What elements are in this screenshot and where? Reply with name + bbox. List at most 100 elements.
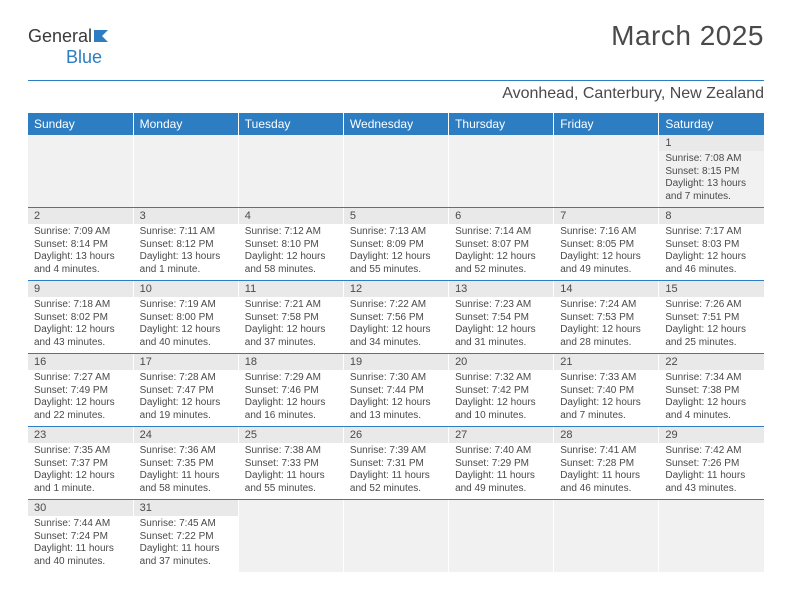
week-row: 23Sunrise: 7:35 AMSunset: 7:37 PMDayligh… (28, 427, 764, 500)
day-cell: 18Sunrise: 7:29 AMSunset: 7:46 PMDayligh… (238, 354, 343, 427)
week-row: 30Sunrise: 7:44 AMSunset: 7:24 PMDayligh… (28, 500, 764, 573)
day-details: Sunrise: 7:28 AMSunset: 7:47 PMDaylight:… (134, 370, 238, 426)
logo-general: General (28, 26, 92, 46)
day-details: Sunrise: 7:14 AMSunset: 8:07 PMDaylight:… (449, 224, 553, 280)
day-details: Sunrise: 7:40 AMSunset: 7:29 PMDaylight:… (449, 443, 553, 499)
flag-icon (94, 26, 112, 47)
day-number: 4 (239, 208, 343, 224)
empty-cell (659, 500, 764, 573)
day-cell: 13Sunrise: 7:23 AMSunset: 7:54 PMDayligh… (449, 281, 554, 354)
empty-cell (133, 135, 238, 208)
day-details: Sunrise: 7:22 AMSunset: 7:56 PMDaylight:… (344, 297, 448, 353)
day-cell: 6Sunrise: 7:14 AMSunset: 8:07 PMDaylight… (449, 208, 554, 281)
day-details: Sunrise: 7:18 AMSunset: 8:02 PMDaylight:… (28, 297, 133, 353)
day-number: 7 (554, 208, 658, 224)
empty-cell (343, 135, 448, 208)
day-cell: 17Sunrise: 7:28 AMSunset: 7:47 PMDayligh… (133, 354, 238, 427)
calendar-table: SundayMondayTuesdayWednesdayThursdayFrid… (28, 113, 764, 572)
day-number: 14 (554, 281, 658, 297)
weekday-header: Thursday (449, 113, 554, 135)
day-number: 22 (659, 354, 764, 370)
empty-cell (238, 135, 343, 208)
day-details: Sunrise: 7:32 AMSunset: 7:42 PMDaylight:… (449, 370, 553, 426)
day-number: 20 (449, 354, 553, 370)
week-row: 1Sunrise: 7:08 AMSunset: 8:15 PMDaylight… (28, 135, 764, 208)
day-cell: 3Sunrise: 7:11 AMSunset: 8:12 PMDaylight… (133, 208, 238, 281)
day-number: 31 (134, 500, 238, 516)
day-details: Sunrise: 7:23 AMSunset: 7:54 PMDaylight:… (449, 297, 553, 353)
day-details: Sunrise: 7:44 AMSunset: 7:24 PMDaylight:… (28, 516, 133, 572)
day-details: Sunrise: 7:09 AMSunset: 8:14 PMDaylight:… (28, 224, 133, 280)
day-details: Sunrise: 7:12 AMSunset: 8:10 PMDaylight:… (239, 224, 343, 280)
header: GeneralBlue March 2025 (28, 20, 764, 68)
empty-cell (238, 500, 343, 573)
day-details: Sunrise: 7:08 AMSunset: 8:15 PMDaylight:… (659, 151, 764, 207)
day-number: 12 (344, 281, 448, 297)
day-number: 13 (449, 281, 553, 297)
weekday-header: Saturday (659, 113, 764, 135)
day-details: Sunrise: 7:16 AMSunset: 8:05 PMDaylight:… (554, 224, 658, 280)
day-number: 6 (449, 208, 553, 224)
day-cell: 30Sunrise: 7:44 AMSunset: 7:24 PMDayligh… (28, 500, 133, 573)
day-details: Sunrise: 7:45 AMSunset: 7:22 PMDaylight:… (134, 516, 238, 572)
day-cell: 15Sunrise: 7:26 AMSunset: 7:51 PMDayligh… (659, 281, 764, 354)
day-cell: 24Sunrise: 7:36 AMSunset: 7:35 PMDayligh… (133, 427, 238, 500)
weekday-header: Friday (554, 113, 659, 135)
empty-cell (449, 135, 554, 208)
day-number: 9 (28, 281, 133, 297)
day-cell: 23Sunrise: 7:35 AMSunset: 7:37 PMDayligh… (28, 427, 133, 500)
month-title: March 2025 (611, 20, 764, 52)
day-cell: 19Sunrise: 7:30 AMSunset: 7:44 PMDayligh… (343, 354, 448, 427)
day-number: 27 (449, 427, 553, 443)
day-number: 11 (239, 281, 343, 297)
day-cell: 2Sunrise: 7:09 AMSunset: 8:14 PMDaylight… (28, 208, 133, 281)
day-details: Sunrise: 7:17 AMSunset: 8:03 PMDaylight:… (659, 224, 764, 280)
day-number: 17 (134, 354, 238, 370)
day-details: Sunrise: 7:36 AMSunset: 7:35 PMDaylight:… (134, 443, 238, 499)
title-divider (28, 80, 764, 81)
day-details: Sunrise: 7:27 AMSunset: 7:49 PMDaylight:… (28, 370, 133, 426)
day-number: 3 (134, 208, 238, 224)
day-cell: 14Sunrise: 7:24 AMSunset: 7:53 PMDayligh… (554, 281, 659, 354)
day-details: Sunrise: 7:41 AMSunset: 7:28 PMDaylight:… (554, 443, 658, 499)
day-details: Sunrise: 7:19 AMSunset: 8:00 PMDaylight:… (134, 297, 238, 353)
day-cell: 25Sunrise: 7:38 AMSunset: 7:33 PMDayligh… (238, 427, 343, 500)
day-cell: 4Sunrise: 7:12 AMSunset: 8:10 PMDaylight… (238, 208, 343, 281)
day-cell: 26Sunrise: 7:39 AMSunset: 7:31 PMDayligh… (343, 427, 448, 500)
logo-text: GeneralBlue (28, 26, 112, 68)
weekday-header-row: SundayMondayTuesdayWednesdayThursdayFrid… (28, 113, 764, 135)
day-number: 2 (28, 208, 133, 224)
day-cell: 1Sunrise: 7:08 AMSunset: 8:15 PMDaylight… (659, 135, 764, 208)
day-cell: 22Sunrise: 7:34 AMSunset: 7:38 PMDayligh… (659, 354, 764, 427)
day-number: 26 (344, 427, 448, 443)
day-details: Sunrise: 7:33 AMSunset: 7:40 PMDaylight:… (554, 370, 658, 426)
weekday-header: Wednesday (343, 113, 448, 135)
empty-cell (343, 500, 448, 573)
day-cell: 8Sunrise: 7:17 AMSunset: 8:03 PMDaylight… (659, 208, 764, 281)
day-details: Sunrise: 7:35 AMSunset: 7:37 PMDaylight:… (28, 443, 133, 499)
week-row: 2Sunrise: 7:09 AMSunset: 8:14 PMDaylight… (28, 208, 764, 281)
empty-cell (449, 500, 554, 573)
empty-cell (28, 135, 133, 208)
day-number: 24 (134, 427, 238, 443)
day-details: Sunrise: 7:13 AMSunset: 8:09 PMDaylight:… (344, 224, 448, 280)
day-cell: 31Sunrise: 7:45 AMSunset: 7:22 PMDayligh… (133, 500, 238, 573)
day-number: 18 (239, 354, 343, 370)
weekday-header: Monday (133, 113, 238, 135)
calendar-body: 1Sunrise: 7:08 AMSunset: 8:15 PMDaylight… (28, 135, 764, 572)
day-cell: 12Sunrise: 7:22 AMSunset: 7:56 PMDayligh… (343, 281, 448, 354)
day-cell: 7Sunrise: 7:16 AMSunset: 8:05 PMDaylight… (554, 208, 659, 281)
day-number: 23 (28, 427, 133, 443)
empty-cell (554, 500, 659, 573)
day-cell: 20Sunrise: 7:32 AMSunset: 7:42 PMDayligh… (449, 354, 554, 427)
title-block: March 2025 (611, 20, 764, 52)
day-details: Sunrise: 7:30 AMSunset: 7:44 PMDaylight:… (344, 370, 448, 426)
day-cell: 5Sunrise: 7:13 AMSunset: 8:09 PMDaylight… (343, 208, 448, 281)
day-number: 30 (28, 500, 133, 516)
day-number: 10 (134, 281, 238, 297)
logo-blue: Blue (28, 47, 102, 67)
week-row: 9Sunrise: 7:18 AMSunset: 8:02 PMDaylight… (28, 281, 764, 354)
day-cell: 11Sunrise: 7:21 AMSunset: 7:58 PMDayligh… (238, 281, 343, 354)
day-number: 1 (659, 135, 764, 151)
day-details: Sunrise: 7:38 AMSunset: 7:33 PMDaylight:… (239, 443, 343, 499)
